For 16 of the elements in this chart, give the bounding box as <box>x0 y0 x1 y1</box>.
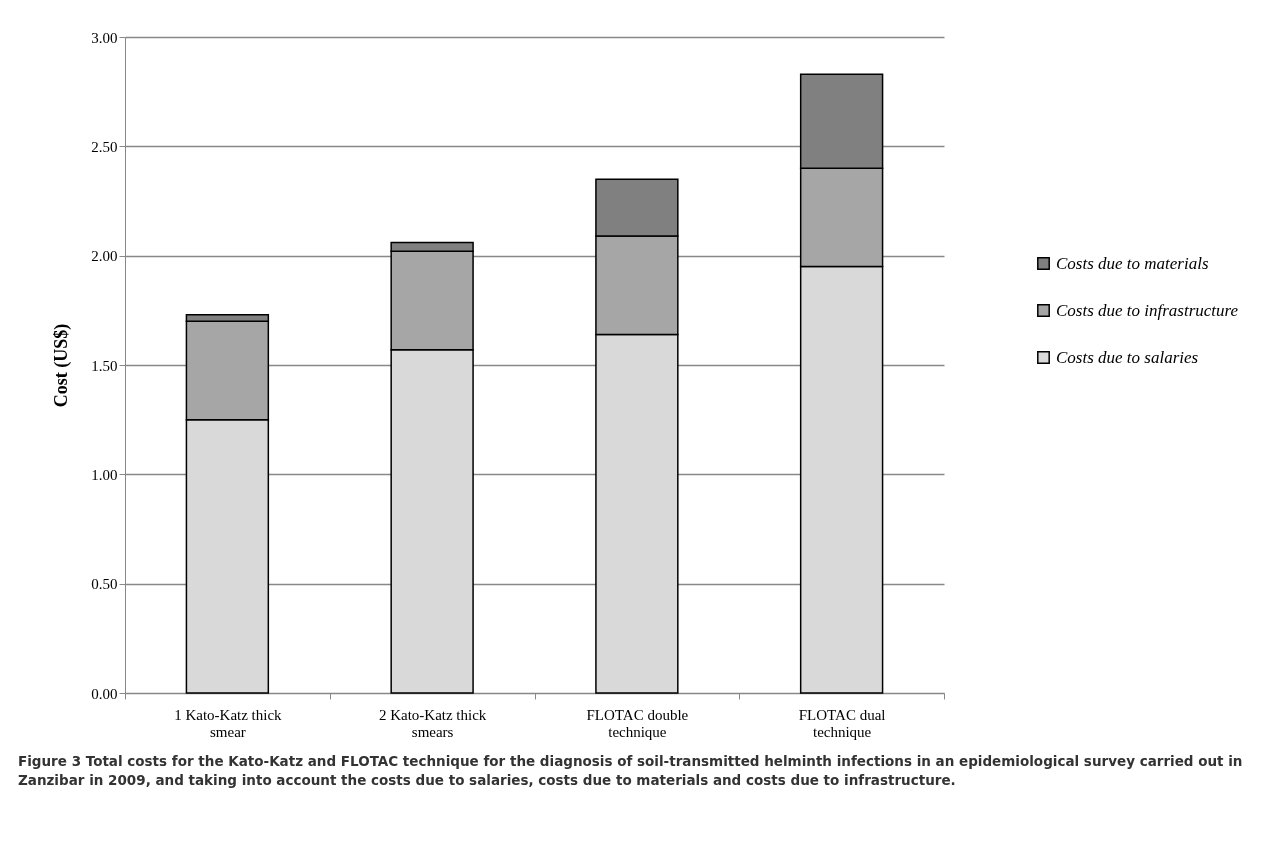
y-tick-label: 0.50 <box>91 576 118 593</box>
x-tick-label: FLOTAC dual technique <box>798 706 886 740</box>
y-tick-label: 2.00 <box>91 248 118 265</box>
x-tick-label: 1 Kato-Katz thick smear <box>174 706 283 740</box>
caption: Figure 3 Total costs for the Kato-Katz and FLOTAC technique for the diagnosis of soil-transmitted helminth infections in an epidemiological survey carried out in Zanzibar in 2009, and taking into account the costs due to salaries, costs due to materials and costs due to infrastructure. <box>18 752 1244 790</box>
y-tick-label: 1.00 <box>91 466 118 483</box>
x-tick-label: 2 Kato-Katz thick smears <box>378 706 487 740</box>
legend-label: Costs due to salaries <box>1056 347 1199 367</box>
x-tick-label: FLOTAC double technique <box>586 706 689 740</box>
legend-label: Costs due to materials <box>1056 253 1209 273</box>
y-tick-label: 3.00 <box>91 29 118 46</box>
y-tick-label: 0.00 <box>91 685 118 702</box>
y-tick-label: 2.50 <box>91 138 118 155</box>
y-axis-title: Cost (US$) <box>51 323 73 408</box>
legend-label: Costs due to infrastructure <box>1056 300 1239 320</box>
y-tick-label: 1.50 <box>91 357 118 374</box>
